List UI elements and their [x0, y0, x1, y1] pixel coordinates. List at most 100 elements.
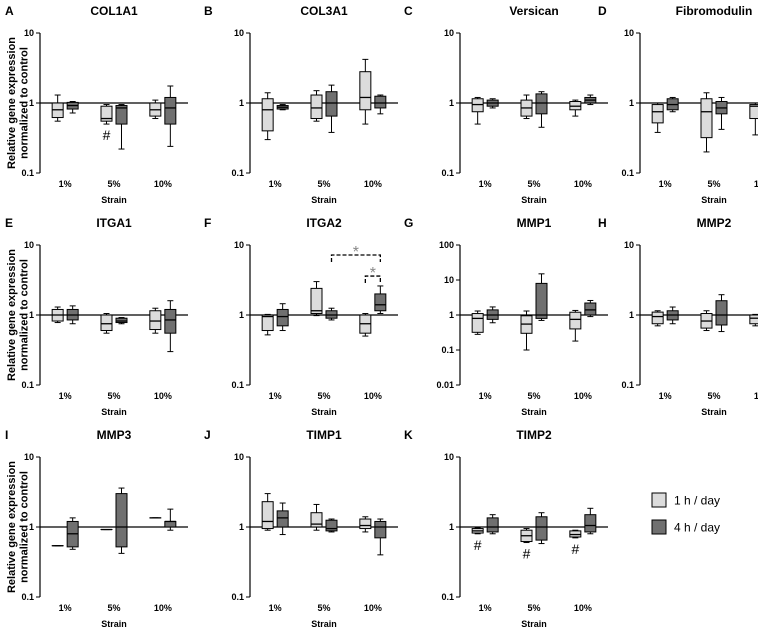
- significance-bracket: [330, 254, 381, 262]
- category-label: 5%: [317, 603, 330, 613]
- box-4h-5pct: [115, 104, 128, 150]
- legend-swatch: [651, 492, 667, 508]
- box-1h-1pct: [471, 527, 484, 535]
- y-tick-label: 1: [239, 522, 244, 532]
- panel-letter: K: [404, 428, 413, 442]
- category-label: 1%: [59, 603, 72, 613]
- category-label: 5%: [527, 391, 540, 401]
- panel-G: G MMP1 0.01 0.1 1 10 100 1% 5% 10% Strain: [404, 216, 608, 417]
- x-axis-title: Strain: [521, 619, 547, 629]
- box-1h-10pct: [359, 58, 372, 125]
- y-axis-title-line: normalized to control: [19, 471, 31, 583]
- y-tick-label: 100: [439, 240, 454, 250]
- y-tick-label: 0.1: [231, 592, 244, 602]
- y-tick-label: 0.1: [621, 380, 634, 390]
- box-body: [261, 501, 274, 530]
- box-4h-10pct: [584, 299, 597, 318]
- panel-title: ITGA2: [306, 216, 342, 230]
- box-4h-5pct: [535, 512, 548, 545]
- box-body: [276, 308, 289, 327]
- box-4h-5pct: [715, 96, 728, 130]
- box-body: [374, 95, 387, 109]
- category-label: 1%: [269, 603, 282, 613]
- box-4h-10pct: [584, 507, 597, 535]
- y-axis-title-line: normalized to control: [19, 47, 31, 159]
- box-body: [715, 300, 728, 326]
- box-1h-10pct: [149, 307, 162, 334]
- box-4h-10pct: [374, 94, 387, 115]
- box-body: [325, 519, 338, 532]
- y-tick-label: 0.1: [441, 592, 454, 602]
- category-label: 10%: [754, 391, 758, 401]
- y-tick-label: 0.1: [441, 168, 454, 178]
- box-4h-1pct: [486, 306, 499, 324]
- box-body: [325, 91, 338, 117]
- panel-letter: H: [598, 216, 607, 230]
- box-1h-5pct: [520, 528, 533, 544]
- panel-B: B COL3A1 0.1 1 10 1% 5% 10% Strain: [204, 4, 398, 205]
- box-body: [164, 520, 177, 528]
- box-1h-10pct: [359, 516, 372, 533]
- box-1h-10pct: [749, 313, 758, 327]
- box-body: [100, 314, 113, 332]
- panel-title: ITGA1: [96, 216, 132, 230]
- box-4h-1pct: [276, 303, 289, 332]
- category-label: 1%: [59, 391, 72, 401]
- panel-D: D Fibromodulin 0.1 1 10 1% 5% 10% Strain: [598, 4, 758, 205]
- y-tick-label: 10: [624, 240, 634, 250]
- box-4h-5pct: [325, 307, 338, 321]
- y-tick-label: 1: [449, 98, 454, 108]
- box-body: [164, 308, 177, 334]
- box-body: [115, 493, 128, 548]
- significance-star: *: [353, 244, 359, 261]
- box-1h-1pct: [261, 92, 274, 141]
- category-label: 5%: [317, 391, 330, 401]
- box-4h-1pct: [486, 98, 499, 109]
- box-body: [486, 517, 499, 533]
- box-4h-5pct: [325, 84, 338, 133]
- panel-F: F ITGA2 0.1 1 10 1% 5% 10% Strain * *: [204, 216, 398, 417]
- box-body: [359, 71, 372, 111]
- x-axis-title: Strain: [101, 407, 127, 417]
- category-label: 10%: [364, 179, 382, 189]
- x-axis-title: Strain: [311, 407, 337, 417]
- panel-letter: B: [204, 4, 213, 18]
- category-label: 1%: [269, 179, 282, 189]
- y-tick-label: 1: [239, 98, 244, 108]
- box-body: [261, 98, 274, 132]
- panel-J: J TIMP1 0.1 1 10 1% 5% 10% Strain: [204, 428, 398, 629]
- box-4h-10pct: [164, 85, 177, 147]
- panel-K: K TIMP2 0.1 1 10 1% 5% 10% Strain # # #: [404, 428, 608, 629]
- significance-bracket: [364, 275, 381, 284]
- box-4h-5pct: [535, 273, 548, 321]
- box-body: [749, 314, 758, 325]
- box-body: [261, 314, 274, 332]
- category-label: 10%: [574, 179, 592, 189]
- panel-E: E ITGA1 0.1 1 10 1% 5% 10% Strain Relative gene e…: [5, 216, 188, 417]
- y-tick-label: 10: [234, 452, 244, 462]
- box-1h-10pct: [569, 99, 582, 117]
- panel-A: A COL1A1 0.1 1 10 1% 5% 10% Strain # Relative gene…: [5, 4, 188, 205]
- y-tick-label: 0.1: [231, 168, 244, 178]
- box-1h-1pct: [261, 493, 274, 531]
- panel-title: Versican: [509, 4, 558, 18]
- category-label: 5%: [107, 603, 120, 613]
- category-label: 1%: [479, 603, 492, 613]
- panel-title: Fibromodulin: [676, 4, 753, 18]
- panel-I: I MMP3 0.1 1 10 1% 5% 10% Strain Relative gene ex…: [5, 428, 188, 629]
- y-tick-label: 1: [629, 310, 634, 320]
- box-body: [164, 96, 177, 125]
- box-body: [310, 94, 323, 120]
- category-label: 10%: [574, 603, 592, 613]
- y-tick-label: 10: [444, 275, 454, 285]
- y-axis-title: Relative gene expressionnormalized to co…: [6, 461, 31, 593]
- panel-title: MMP3: [97, 428, 132, 442]
- box-4h-5pct: [115, 487, 128, 554]
- category-label: 1%: [659, 391, 672, 401]
- panel-title: MMP1: [517, 216, 552, 230]
- y-axis-title-line: Relative gene expression: [6, 249, 18, 381]
- box-body: [374, 520, 387, 539]
- box-4h-1pct: [276, 502, 289, 536]
- box-1h-10pct: [749, 102, 758, 136]
- box-1h-1pct: [471, 96, 484, 125]
